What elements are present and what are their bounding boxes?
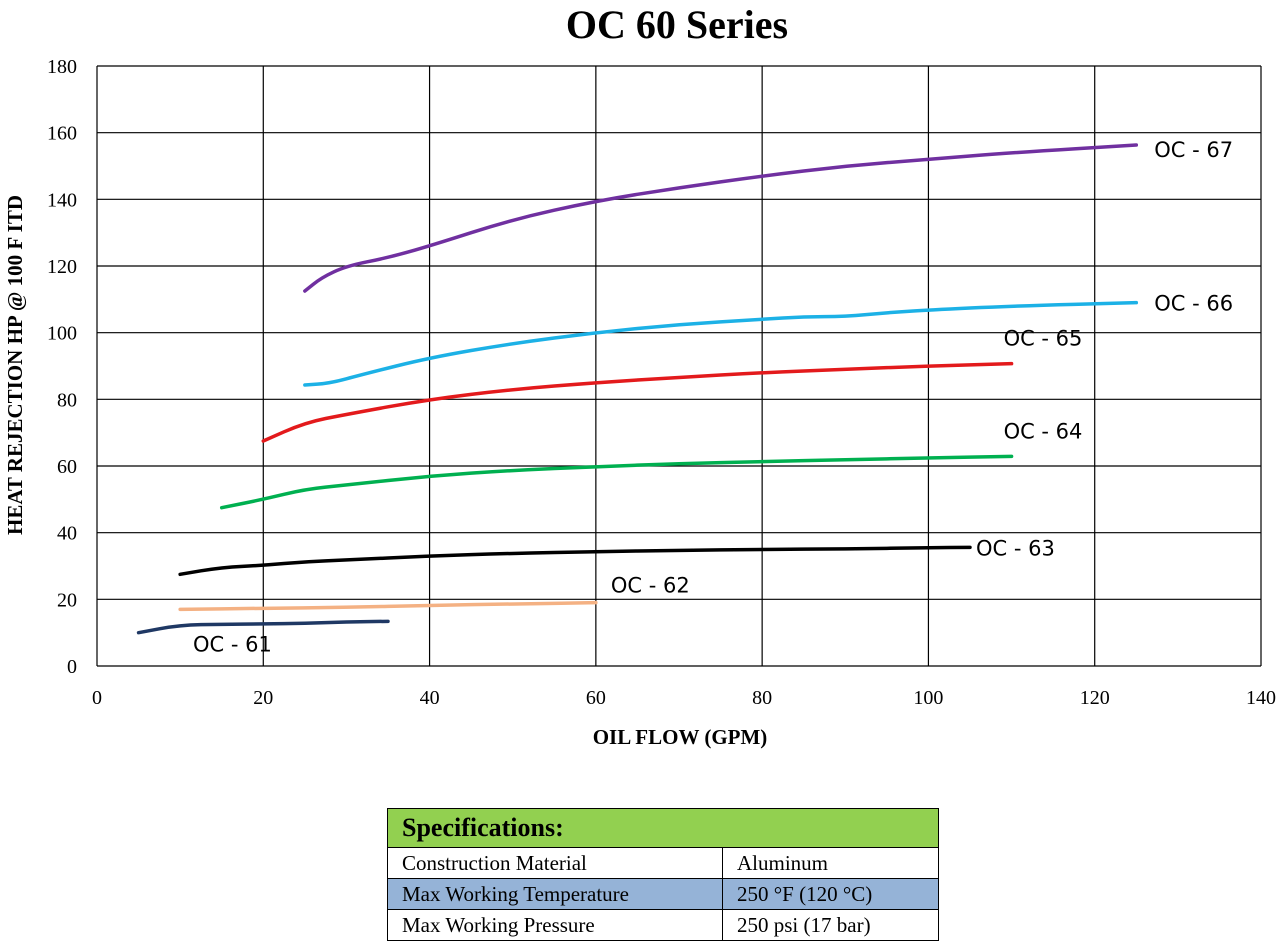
- spec-value: Aluminum: [722, 847, 939, 879]
- y-tick-label: 180: [47, 56, 77, 78]
- x-tick-label: 0: [92, 687, 102, 709]
- series-label-oc-64: OC - 64: [1004, 419, 1083, 443]
- x-tick-label: 60: [586, 687, 606, 709]
- series-label-oc-66: OC - 66: [1154, 292, 1233, 316]
- y-tick-label: 0: [67, 656, 77, 678]
- spec-label: Max Working Pressure: [387, 909, 723, 941]
- spec-value: 250 °F (120 °C): [722, 878, 939, 910]
- series-label-oc-65: OC - 65: [1004, 327, 1083, 351]
- y-tick-label: 20: [57, 589, 77, 611]
- series-line-oc-66: [303, 300, 1139, 387]
- y-axis-title: HEAT REJECTION HP @ 100 F ITD: [3, 195, 27, 535]
- y-tick-label: 100: [47, 323, 77, 345]
- y-tick-label: 120: [47, 256, 77, 278]
- series-line-oc-62: [178, 600, 598, 612]
- x-tick-label: 20: [253, 687, 273, 709]
- y-tick-label: 80: [57, 389, 77, 411]
- series-line-oc-65: [261, 361, 1014, 443]
- spec-value: 250 psi (17 bar): [722, 909, 939, 941]
- series-label-oc-67: OC - 67: [1154, 138, 1233, 162]
- x-tick-label: 140: [1246, 687, 1276, 709]
- series-line-oc-63: [178, 545, 972, 577]
- specifications-table: Specifications: Construction Material Al…: [387, 808, 939, 941]
- spec-label: Construction Material: [387, 847, 723, 879]
- y-tick-label: 140: [47, 189, 77, 211]
- spec-label: Max Working Temperature: [387, 878, 723, 910]
- series-line-oc-61: [136, 619, 390, 635]
- x-axis-ticks: 0 20 40 60 80 100 120 140: [92, 687, 1276, 709]
- series-label-oc-61: OC - 61: [193, 632, 272, 656]
- series-line-oc-67: [303, 143, 1139, 293]
- specifications-header: Specifications:: [387, 808, 939, 848]
- x-axis-title: OIL FLOW (GPM): [593, 725, 768, 749]
- heat-rejection-chart: OC 60 Series 0 20 40 60 80 100 120 140 0 20 40 60 8…: [3, 2, 1276, 749]
- y-tick-label: 40: [57, 523, 77, 545]
- y-tick-label: 60: [57, 456, 77, 478]
- series-lines: [136, 143, 1139, 635]
- x-tick-label: 100: [913, 687, 943, 709]
- series-line-oc-64: [219, 454, 1014, 510]
- specifications-header-row: Specifications:: [387, 808, 939, 848]
- spec-row-construction-material: Construction Material Aluminum: [387, 847, 939, 879]
- series-label-oc-63: OC - 63: [976, 536, 1055, 560]
- spec-row-max-working-pressure: Max Working Pressure 250 psi (17 bar): [387, 909, 939, 941]
- grid: [96, 65, 1262, 667]
- series-labels: OC - 61 OC - 62 OC - 63 OC - 64 OC - 65 OC - …: [193, 138, 1233, 656]
- chart-title: OC 60 Series: [566, 2, 788, 47]
- x-tick-label: 80: [752, 687, 772, 709]
- x-tick-label: 120: [1080, 687, 1110, 709]
- y-axis-ticks: 0 20 40 60 80 100 120 140 160 180: [47, 56, 77, 678]
- y-tick-label: 160: [47, 123, 77, 145]
- spec-row-max-working-temperature: Max Working Temperature 250 °F (120 °C): [387, 878, 939, 910]
- x-tick-label: 40: [420, 687, 440, 709]
- series-label-oc-62: OC - 62: [611, 574, 690, 598]
